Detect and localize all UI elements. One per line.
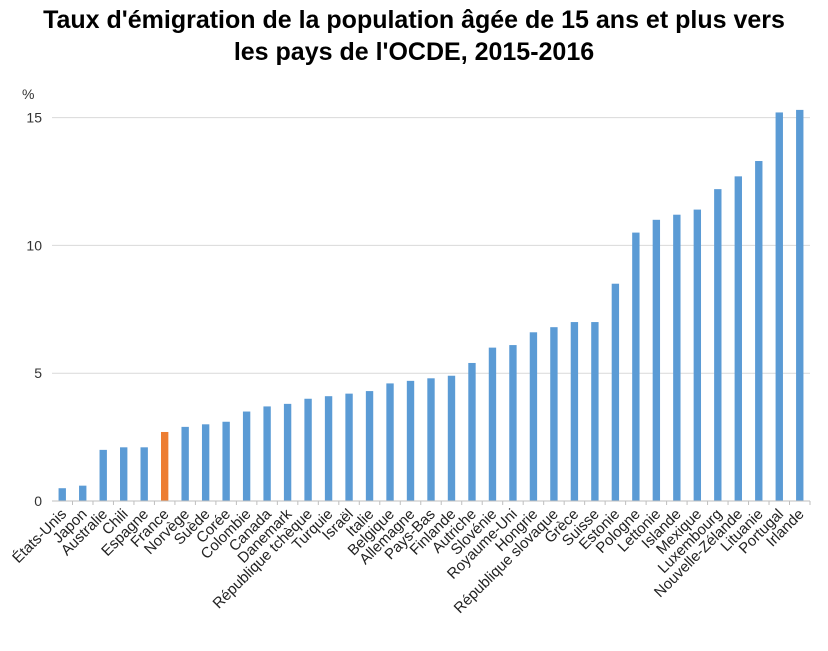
gridlines xyxy=(52,117,810,374)
bar-28 xyxy=(632,232,640,501)
bar-4 xyxy=(140,447,148,501)
bar-23 xyxy=(529,332,538,501)
bar-17 xyxy=(406,380,415,501)
bar-35 xyxy=(775,112,783,501)
bar-27 xyxy=(611,283,620,501)
bar-24 xyxy=(550,327,558,501)
chart-title: Taux d'émigration de la population âgée … xyxy=(0,4,828,68)
bar-21 xyxy=(488,347,497,501)
bar-1 xyxy=(79,485,87,501)
bar-0 xyxy=(58,488,66,501)
bar-15 xyxy=(365,391,374,501)
bar-26 xyxy=(591,322,599,501)
y-axis-unit-label: % xyxy=(22,86,34,102)
bar-2 xyxy=(99,449,107,501)
bar-30 xyxy=(673,214,681,501)
bar-10 xyxy=(263,406,271,501)
bar-9 xyxy=(242,411,251,501)
bars xyxy=(58,109,804,502)
y-tick-label-15: 15 xyxy=(26,110,42,126)
bar-13 xyxy=(324,396,333,501)
y-tick-label-0: 0 xyxy=(34,493,42,509)
bar-8 xyxy=(222,421,230,501)
chart-title-line-2: les pays de l'OCDE, 2015-2016 xyxy=(233,38,595,66)
bar-6 xyxy=(181,426,189,501)
bar-5 xyxy=(160,431,169,501)
bar-31 xyxy=(693,209,702,501)
bar-33 xyxy=(734,176,742,501)
bar-32 xyxy=(714,189,722,501)
bar-14 xyxy=(345,393,353,501)
chart-title-line-1: Taux d'émigration de la population âgée … xyxy=(43,6,785,34)
bar-36 xyxy=(796,109,804,502)
bar-25 xyxy=(570,322,579,501)
bar-22 xyxy=(509,345,517,501)
bar-16 xyxy=(386,383,394,501)
bar-11 xyxy=(283,403,292,501)
bar-34 xyxy=(755,161,763,502)
y-tick-label-5: 5 xyxy=(34,365,42,381)
bar-12 xyxy=(304,398,312,501)
bar-7 xyxy=(201,424,210,501)
labels: 051015%États-UnisJaponAustralieChiliEspa… xyxy=(9,86,807,617)
bar-20 xyxy=(468,362,476,501)
bar-3 xyxy=(120,447,128,501)
bar-18 xyxy=(427,378,435,501)
bar-29 xyxy=(652,219,661,501)
y-tick-label-10: 10 xyxy=(26,237,42,253)
bar-19 xyxy=(447,375,456,501)
axes xyxy=(52,500,811,505)
